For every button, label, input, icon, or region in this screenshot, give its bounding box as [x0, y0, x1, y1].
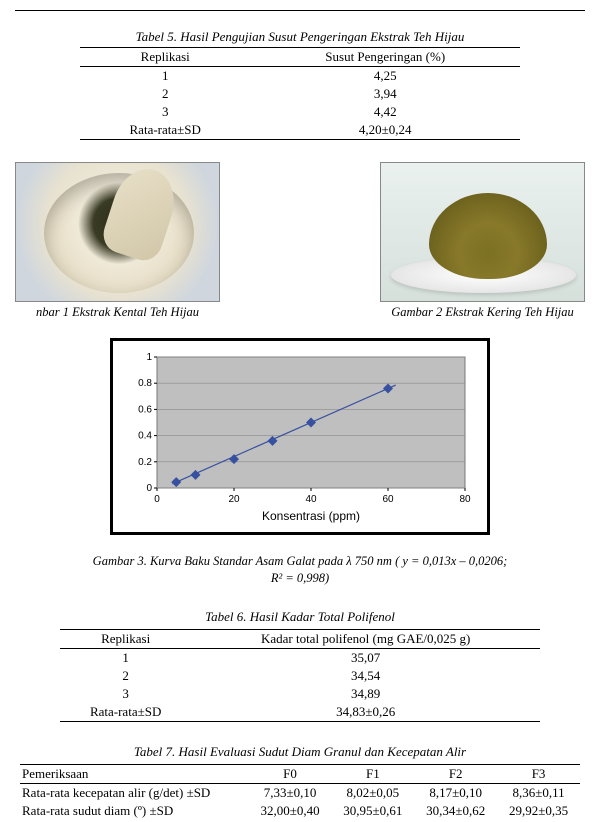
- chart-caption-l1: Gambar 3. Kurva Baku Standar Asam Galat …: [93, 554, 508, 568]
- table7-row1-c4: 29,92±0,35: [497, 802, 580, 820]
- svg-text:0.6: 0.6: [138, 404, 152, 415]
- table7-h2: F1: [331, 764, 414, 783]
- table7-row1-c2: 30,95±0,61: [331, 802, 414, 820]
- table5-r2: 2: [80, 85, 250, 103]
- table5-sum-value: 4,20±0,24: [250, 121, 520, 140]
- svg-text:Konsentrasi (ppm): Konsentrasi (ppm): [262, 509, 360, 523]
- svg-text:0.2: 0.2: [138, 457, 152, 468]
- table6-r1: 1: [60, 648, 191, 667]
- table5-col2: Susut Pengeringan (%): [250, 48, 520, 67]
- table6-sum-value: 34,83±0,26: [191, 703, 540, 722]
- table5-r1: 1: [80, 67, 250, 86]
- table7: Pemeriksaan F0 F1 F2 F3 Rata-rata kecepa…: [20, 764, 580, 820]
- table7-h1: F0: [249, 764, 332, 783]
- figure1-caption: nbar 1 Ekstrak Kental Teh Hijau: [36, 305, 199, 320]
- figure2-photo: [380, 162, 585, 302]
- table6-col2: Kadar total polifenol (mg GAE/0,025 g): [191, 629, 540, 648]
- table6-v3: 34,89: [191, 685, 540, 703]
- svg-text:0: 0: [154, 494, 160, 505]
- table7-row1-c1: 32,00±0,40: [249, 802, 332, 820]
- svg-text:20: 20: [228, 494, 240, 505]
- table7-row1-c3: 30,34±0,62: [414, 802, 497, 820]
- table7-h0: Pemeriksaan: [20, 764, 249, 783]
- table5-sum-label: Rata-rata±SD: [80, 121, 250, 140]
- svg-text:60: 60: [382, 494, 394, 505]
- chart-caption-l2: R² = 0,998): [271, 571, 329, 585]
- figure2-caption: Gambar 2 Ekstrak Kering Teh Hijau: [391, 305, 574, 320]
- svg-text:0: 0: [146, 483, 152, 494]
- table6-sum-label: Rata-rata±SD: [60, 703, 191, 722]
- chart-frame: 0 0.2 0.4 0.6 0.8 1 0 20 40 60 80 Konsentrasi (ppm): [110, 338, 490, 535]
- table7-row0-c3: 8,17±0,10: [414, 783, 497, 802]
- chart-wrap: 0 0.2 0.4 0.6 0.8 1 0 20 40 60 80 Konsentrasi (ppm): [110, 338, 490, 535]
- table7-row1-c0: Rata-rata sudut diam (º) ±SD: [20, 802, 249, 820]
- table7-row0-c1: 7,33±0,10: [249, 783, 332, 802]
- table6-v2: 34,54: [191, 667, 540, 685]
- table5-v3: 4,42: [250, 103, 520, 121]
- table6: Replikasi Kadar total polifenol (mg GAE/…: [60, 629, 540, 722]
- table5: Replikasi Susut Pengeringan (%) 1 4,25 2…: [80, 47, 520, 140]
- svg-text:80: 80: [459, 494, 471, 505]
- table5-title: Tabel 5. Hasil Pengujian Susut Pengering…: [15, 29, 585, 45]
- standard-curve-chart: 0 0.2 0.4 0.6 0.8 1 0 20 40 60 80 Konsentrasi (ppm): [123, 351, 473, 526]
- svg-text:40: 40: [305, 494, 317, 505]
- table7-title: Tabel 7. Hasil Evaluasi Sudut Diam Granu…: [15, 744, 585, 760]
- table6-r3: 3: [60, 685, 191, 703]
- table6-r2: 2: [60, 667, 191, 685]
- figure1-photo: [15, 162, 220, 302]
- table6-col1: Replikasi: [60, 629, 191, 648]
- table6-title: Tabel 6. Hasil Kadar Total Polifenol: [15, 609, 585, 625]
- svg-text:0.8: 0.8: [138, 378, 152, 389]
- svg-text:1: 1: [146, 352, 152, 363]
- table6-v1: 35,07: [191, 648, 540, 667]
- figure-row: nbar 1 Ekstrak Kental Teh Hijau Gambar 2…: [15, 162, 585, 320]
- table7-h3: F2: [414, 764, 497, 783]
- top-rule: [15, 10, 585, 11]
- table7-row0-c2: 8,02±0,05: [331, 783, 414, 802]
- table7-h4: F3: [497, 764, 580, 783]
- table7-row0-c0: Rata-rata kecepatan alir (g/det) ±SD: [20, 783, 249, 802]
- table7-row0-c4: 8,36±0,11: [497, 783, 580, 802]
- table5-v1: 4,25: [250, 67, 520, 86]
- chart-caption: Gambar 3. Kurva Baku Standar Asam Galat …: [15, 553, 585, 587]
- table5-r3: 3: [80, 103, 250, 121]
- svg-text:0.4: 0.4: [138, 431, 152, 442]
- table5-col1: Replikasi: [80, 48, 250, 67]
- table5-v2: 3,94: [250, 85, 520, 103]
